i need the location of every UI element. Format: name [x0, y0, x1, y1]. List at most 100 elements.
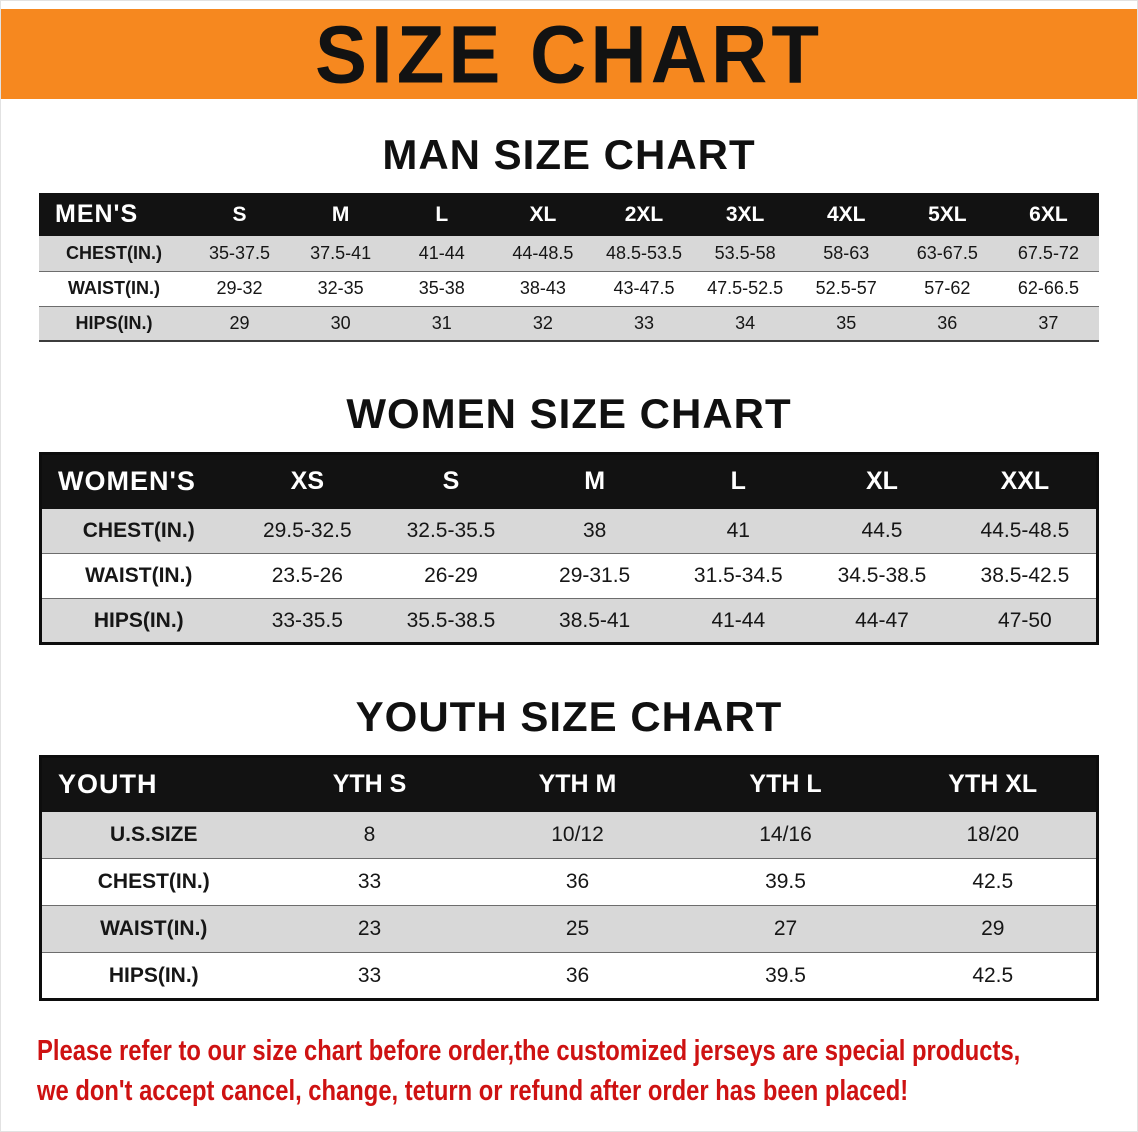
table-cell: 38.5-42.5 [980, 564, 1070, 587]
column-header: XXL [953, 453, 1098, 509]
column-header: 5XL [896, 193, 998, 236]
table-cell: 63-67.5 [916, 242, 978, 263]
table-cell: 44-47 [855, 608, 909, 632]
table-cell: 39.5 [765, 963, 806, 987]
table-row: WAIST(IN.) 23.5-26 26-29 29-31.5 31.5-34.5 34… [40, 553, 1098, 599]
table-cell: 33 [633, 312, 654, 333]
table-cell: 32.5-35.5 [406, 518, 496, 542]
table-cell: 30 [330, 312, 351, 333]
table-cell: 33 [357, 870, 382, 893]
youth-size-section: YOUTH SIZE CHART YOUTH YTH S YTH M YTH L YTH… [1, 693, 1137, 1001]
youth-size-table: YOUTH YTH S YTH M YTH L YTH XL U.S.SIZE 8 10/12… [39, 755, 1099, 1001]
table-cell: 39.5 [765, 870, 806, 893]
table-cell: 67.5-72 [1017, 242, 1079, 263]
page-title: SIZE CHART [315, 7, 823, 101]
table-cell: 29-31.5 [559, 564, 631, 587]
column-header: 4XL [795, 193, 897, 236]
row-label: WAIST(IN.) [100, 917, 208, 940]
column-header: YTH M [473, 756, 682, 812]
table-cell: 35-38 [418, 278, 465, 298]
table-cell: 44.5-48.5 [980, 518, 1070, 542]
table-cell: 36 [937, 312, 958, 333]
table-cell: 35.5-38.5 [406, 608, 496, 632]
men-size-section: MAN SIZE CHART MEN'S S M L XL 2XL 3XL 4XL 5XL 6XL… [1, 131, 1137, 342]
youth-section-heading: YOUTH SIZE CHART [355, 693, 783, 740]
table-cell: 29 [229, 312, 250, 333]
table-cell: 44.5 [861, 518, 903, 542]
table-cell: 31.5-34.5 [693, 564, 783, 587]
table-cell: 23 [357, 917, 382, 940]
banner: SIZE CHART [1, 9, 1137, 99]
table-row: HIPS(IN.) 29 30 31 32 33 34 35 36 37 [39, 306, 1099, 341]
table-cell: 43-47.5 [613, 278, 675, 298]
column-header: YTH S [265, 756, 474, 812]
column-header: 2XL [593, 193, 695, 236]
table-cell: 38.5-41 [559, 608, 631, 632]
table-cell: 42.5 [972, 870, 1014, 893]
table-row: U.S.SIZE 8 10/12 14/16 18/20 [40, 811, 1098, 859]
table-cell: 48.5-53.5 [605, 242, 683, 263]
table-cell: 29 [981, 917, 1005, 940]
table-header-row: MEN'S S M L XL 2XL 3XL 4XL 5XL 6XL [39, 193, 1099, 236]
column-header: YTH L [681, 756, 890, 812]
table-cell: 47.5-52.5 [707, 278, 784, 298]
table-cell: 10/12 [551, 822, 604, 846]
table-corner-label: WOMEN'S [40, 453, 236, 509]
column-header: S [189, 193, 291, 236]
table-cell: 33 [357, 963, 382, 987]
table-cell: 36 [565, 963, 590, 987]
table-corner-label: YOUTH [40, 756, 266, 812]
table-row: HIPS(IN.) 33 36 39.5 42.5 [40, 952, 1098, 1000]
disclaimer-line-1: Please refer to our size chart before or… [37, 1035, 1021, 1067]
table-row: CHEST(IN.) 35-37.5 37.5-41 41-44 44-48.5 48.5… [39, 236, 1099, 271]
table-cell: 25 [565, 917, 590, 940]
table-cell: 35 [836, 312, 857, 333]
column-header: L [666, 453, 811, 509]
table-cell: 34 [735, 312, 756, 333]
table-cell: 58-63 [823, 242, 870, 263]
table-cell: 8 [363, 822, 376, 846]
table-cell: 38-43 [519, 278, 566, 298]
table-row: WAIST(IN.) 29-32 32-35 35-38 38-43 43-47.5 47.… [39, 271, 1099, 306]
table-cell: 38 [582, 518, 607, 542]
column-header: 6XL [997, 193, 1099, 236]
table-cell: 41-44 [711, 608, 766, 632]
women-size-section: WOMEN SIZE CHART WOMEN'S XS S M L XL XXL CHEST(… [1, 390, 1137, 645]
table-cell: 33-35.5 [271, 608, 343, 632]
table-cell: 18/20 [966, 822, 1020, 846]
table-cell: 32-35 [317, 278, 364, 298]
women-section-heading: WOMEN SIZE CHART [346, 390, 792, 437]
table-cell: 27 [773, 917, 798, 940]
table-row: CHEST(IN.) 29.5-32.5 32.5-35.5 38 41 44.5 44.5… [40, 508, 1098, 554]
table-cell: 47-50 [998, 608, 1052, 632]
column-header: M [522, 453, 667, 509]
table-cell: 42.5 [972, 963, 1014, 987]
row-label: CHEST(IN.) [97, 870, 210, 893]
column-header: M [290, 193, 392, 236]
table-cell: 41 [726, 518, 750, 542]
table-row: HIPS(IN.) 33-35.5 35.5-38.5 38.5-41 41-44 44-… [40, 598, 1098, 644]
men-section-heading: MAN SIZE CHART [382, 131, 756, 178]
table-cell: 36 [565, 870, 590, 893]
table-cell: 29-32 [216, 278, 263, 298]
table-cell: 32 [532, 312, 553, 333]
row-label: CHEST(IN.) [82, 518, 195, 542]
table-cell: 26-29 [424, 564, 478, 587]
column-header: L [391, 193, 493, 236]
row-label: HIPS(IN.) [93, 608, 184, 632]
column-header: XL [492, 193, 594, 236]
table-cell: 41-44 [418, 242, 465, 263]
table-row: WAIST(IN.) 23 25 27 29 [40, 905, 1098, 953]
table-cell: 44-48.5 [512, 242, 574, 263]
row-label: HIPS(IN.) [108, 963, 199, 987]
table-row: CHEST(IN.) 33 36 39.5 42.5 [40, 858, 1098, 906]
row-label: WAIST(IN.) [68, 278, 160, 298]
disclaimer: Please refer to our size chart before or… [37, 1031, 1137, 1111]
women-size-table: WOMEN'S XS S M L XL XXL CHEST(IN.) 29.5-32.5 32.5… [39, 452, 1099, 645]
row-label: WAIST(IN.) [85, 564, 193, 587]
table-cell: 52.5-57 [815, 278, 877, 298]
table-cell: 35-37.5 [209, 242, 271, 263]
column-header: XS [235, 453, 380, 509]
